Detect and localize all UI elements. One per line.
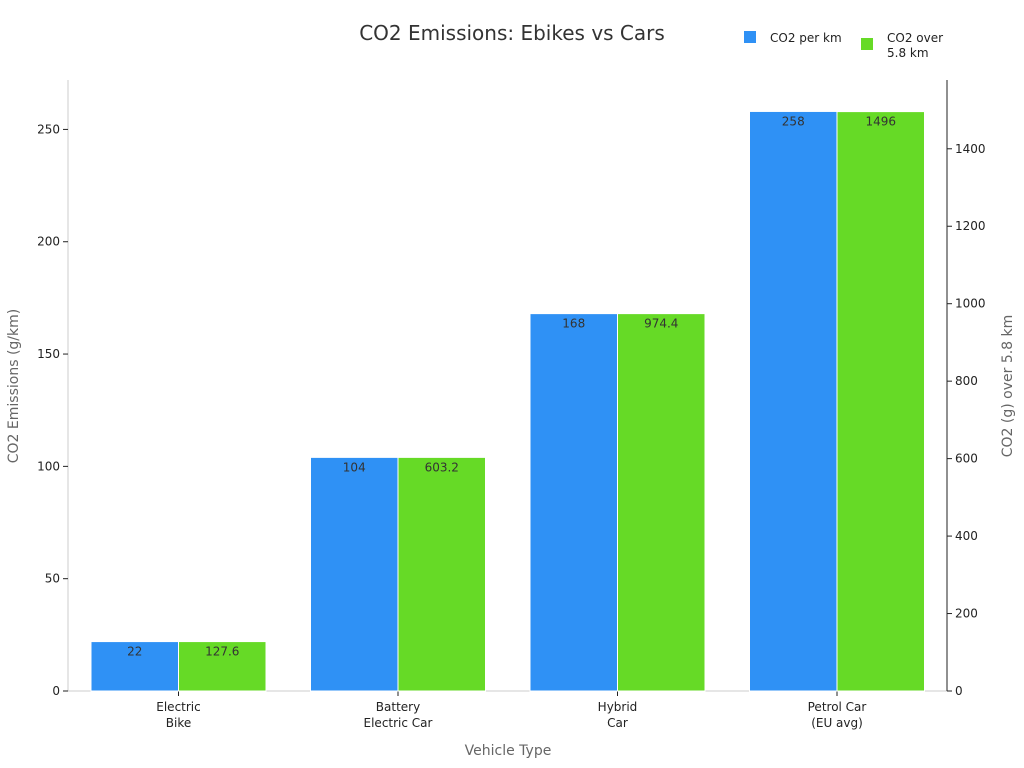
- y-tick-label-left: 150: [37, 347, 60, 361]
- y-tick-label-left: 250: [37, 122, 60, 136]
- bar-value-label: 22: [127, 645, 142, 659]
- bar: [617, 313, 706, 692]
- y-tick-label-right: 1000: [955, 297, 986, 311]
- bar: [836, 111, 925, 692]
- bar-value-label: 258: [782, 114, 805, 128]
- x-tick-label: Electric Bike: [156, 700, 200, 730]
- legend: CO2 per km CO2 over 5.8 km: [744, 31, 943, 60]
- bar-value-label: 168: [562, 317, 585, 331]
- y-tick-label-left: 200: [37, 235, 60, 249]
- y-tick-label-left: 100: [37, 459, 60, 473]
- y-tick-label-right: 1200: [955, 219, 986, 233]
- y-tick-label-left: 50: [45, 572, 60, 586]
- y-tick-label-right: 0: [955, 684, 963, 698]
- y-axis-left-label: CO2 Emissions (g/km): [6, 309, 22, 463]
- bar: [397, 456, 486, 692]
- bar: [749, 110, 838, 692]
- bar: [90, 641, 179, 692]
- legend-swatch: [861, 38, 873, 50]
- bar-value-label: 603.2: [425, 460, 459, 474]
- x-tick-label: Battery Electric Car: [364, 700, 433, 730]
- y-tick-label-right: 200: [955, 607, 978, 621]
- bar-value-label: 127.6: [205, 645, 239, 659]
- legend-label: CO2 per km: [770, 31, 842, 45]
- chart-title: CO2 Emissions: Ebikes vs Cars: [359, 21, 665, 45]
- legend-swatch: [744, 31, 756, 43]
- x-tick-label: Hybrid Car: [598, 700, 638, 730]
- bar: [529, 313, 618, 692]
- y-tick-label-right: 400: [955, 529, 978, 543]
- bar-value-label: 1496: [865, 115, 896, 129]
- bar-value-label: 104: [343, 460, 366, 474]
- x-axis-label: Vehicle Type: [465, 743, 552, 759]
- bar: [310, 456, 399, 692]
- x-tick-label: Petrol Car (EU avg): [808, 700, 867, 730]
- y-tick-label-left: 0: [52, 684, 60, 698]
- plot-area: 0 50 100 150 200 250 0 200 400 600 800 1000 1200 1400…: [37, 80, 986, 730]
- y-axis-right-label: CO2 (g) over 5.8 km: [1000, 315, 1016, 458]
- y-tick-label-right: 800: [955, 374, 978, 388]
- y-tick-label-right: 1400: [955, 142, 986, 156]
- bar-value-label: 974.4: [644, 317, 678, 331]
- legend-label: CO2 over 5.8 km: [887, 31, 943, 60]
- y-tick-label-right: 600: [955, 452, 978, 466]
- bar: [178, 641, 267, 692]
